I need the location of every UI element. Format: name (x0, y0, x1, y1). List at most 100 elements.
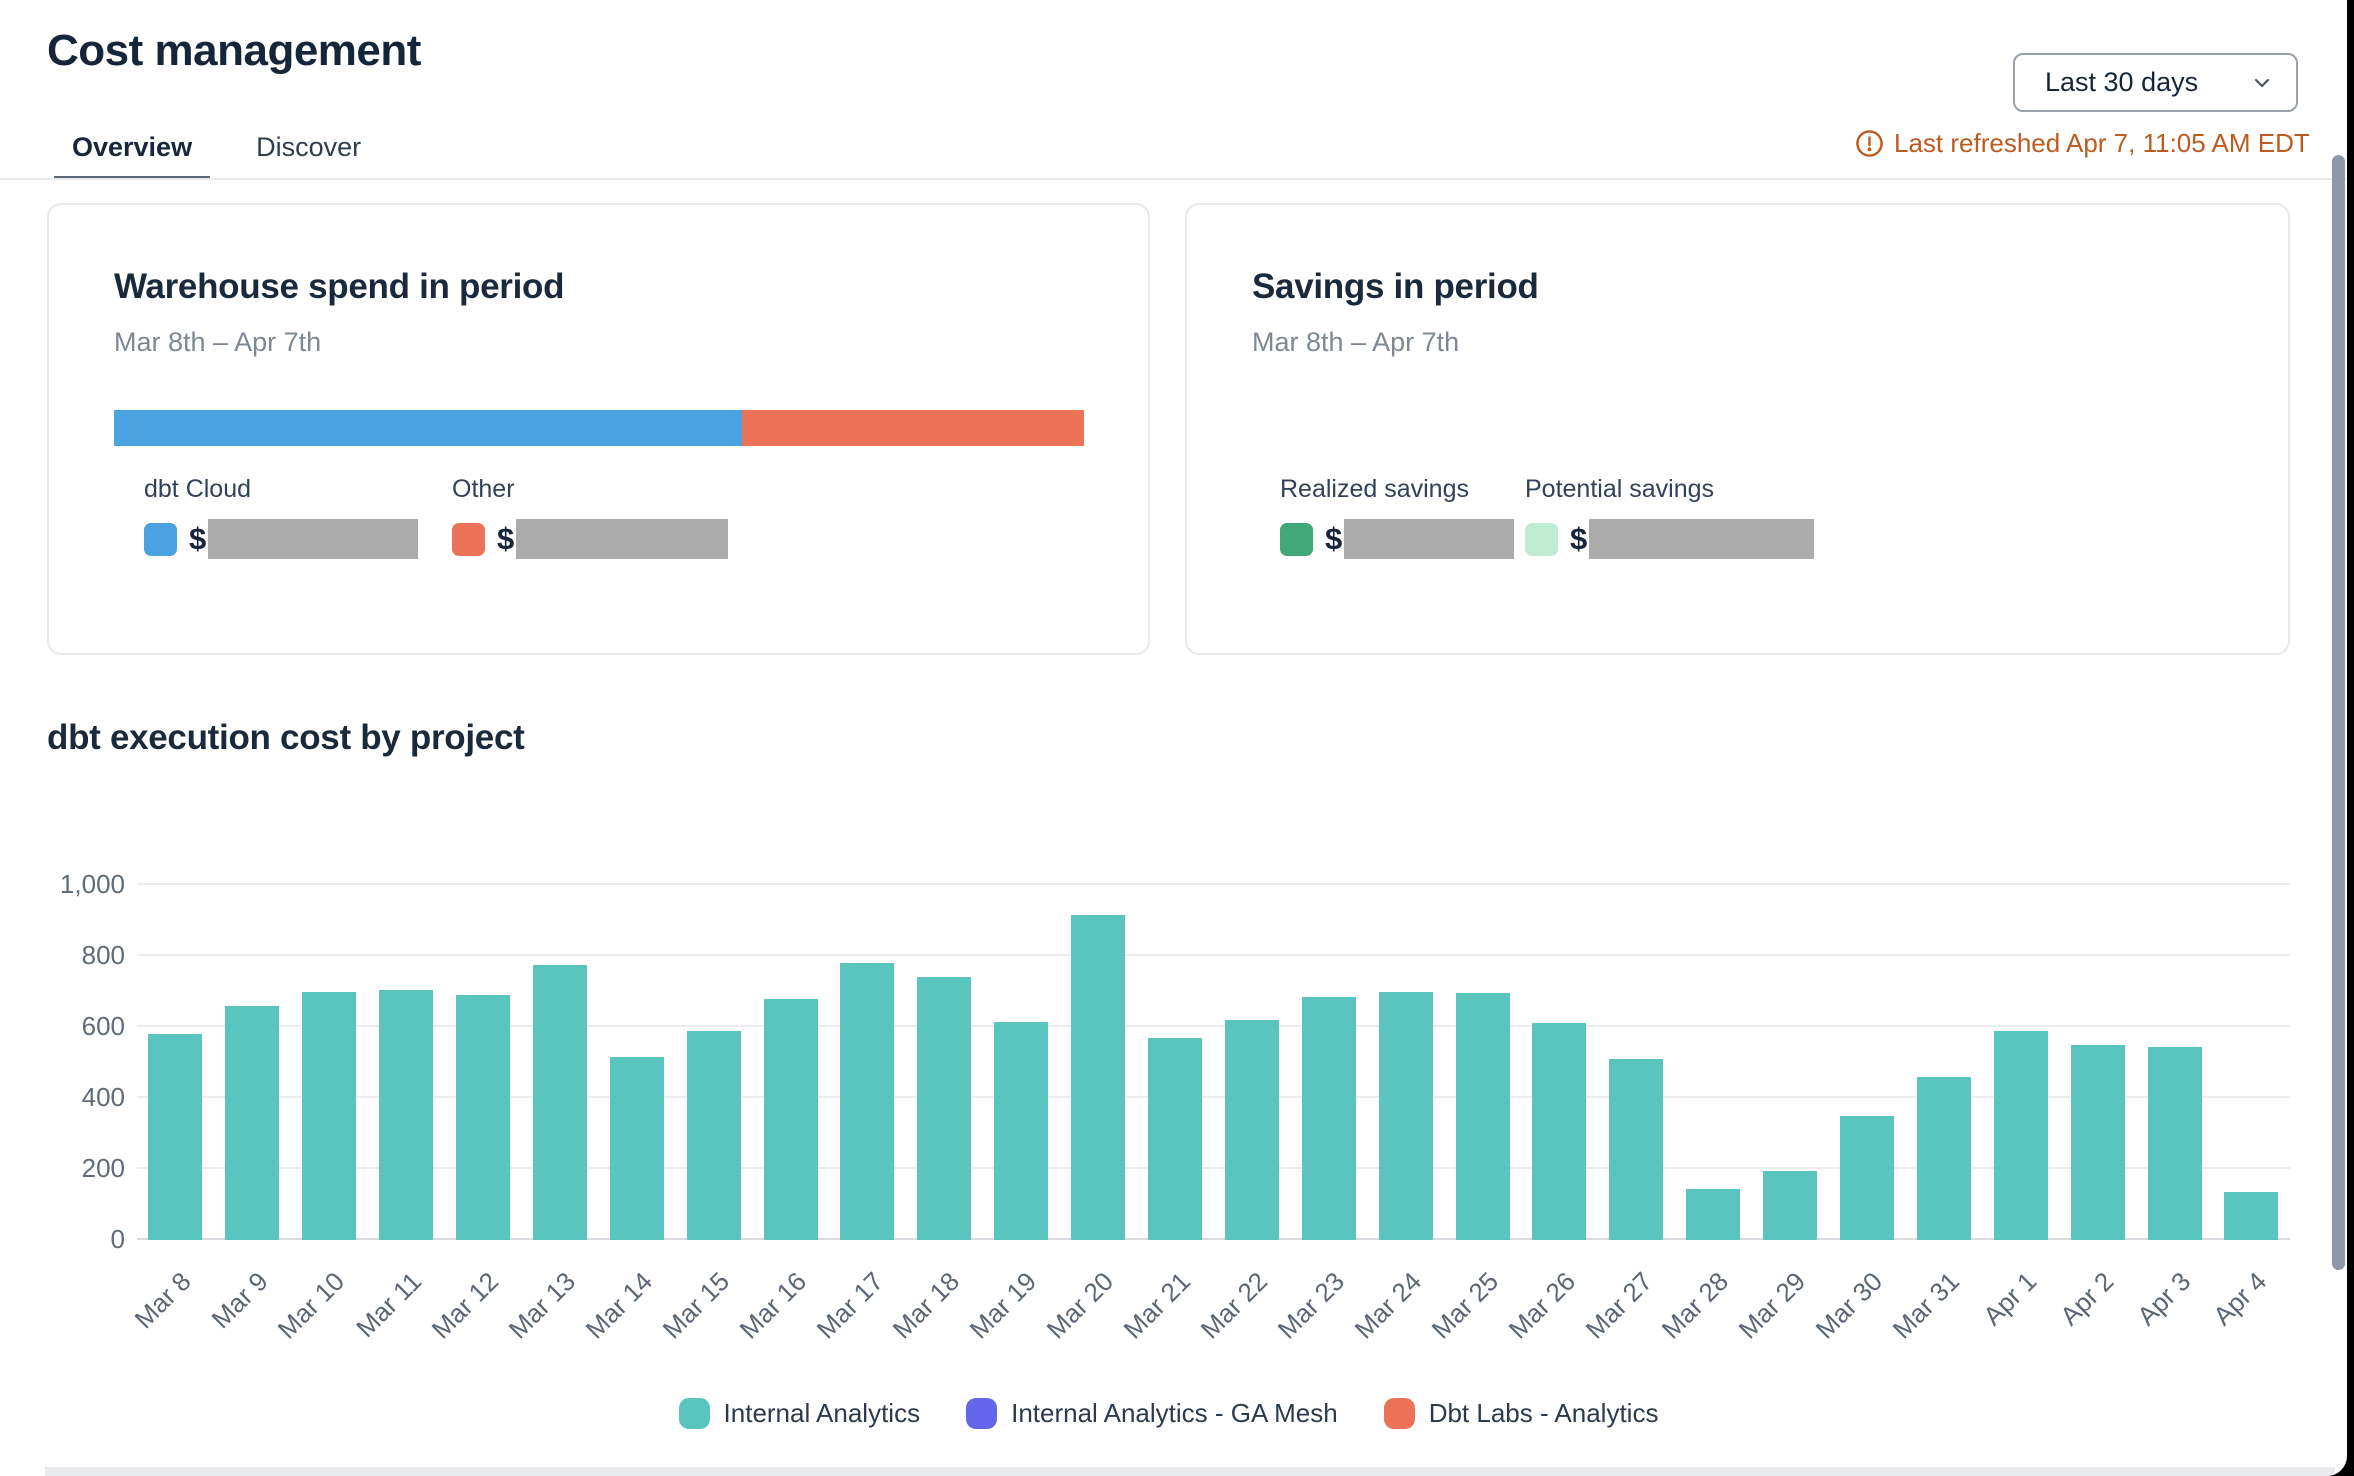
y-tick-label: 600 (81, 1011, 125, 1041)
legend-item[interactable]: Internal Analytics - GA Mesh (966, 1398, 1338, 1429)
gridline-600 (137, 1025, 2290, 1027)
horizontal-scrollbar-track[interactable] (45, 1467, 2335, 1476)
bar-slot-mar-16 (752, 885, 829, 1240)
chart-bar[interactable] (1916, 1076, 1971, 1240)
chart-bar[interactable] (609, 1057, 664, 1240)
legend-label: Other (452, 475, 515, 503)
legend-label: Internal Analytics - GA Mesh (1011, 1398, 1338, 1428)
tab-discover[interactable]: Discover (256, 131, 362, 162)
bar-slot-mar-12 (445, 885, 522, 1240)
bar-segment (1763, 1170, 1818, 1240)
gridline-400 (137, 1096, 2290, 1098)
bar-slot-apr-3 (2136, 885, 2213, 1240)
chart-bar[interactable] (456, 995, 510, 1240)
y-tick-label: 400 (81, 1082, 125, 1112)
bar-slot-mar-21 (1137, 885, 1214, 1240)
x-tick-label: Mar 14 (579, 1266, 659, 1345)
bar-segment (917, 977, 972, 1240)
realized-savings-swatch (1280, 522, 1313, 556)
bar-segment (763, 998, 818, 1240)
chart-bar[interactable] (2070, 1044, 2125, 1240)
redacted-value (516, 519, 729, 559)
chart-bar[interactable] (1224, 1019, 1279, 1240)
chart-bar[interactable] (225, 1005, 280, 1240)
y-tick-label: 1,000 (59, 869, 125, 899)
redacted-value (208, 519, 419, 559)
vertical-scrollbar-thumb[interactable] (2332, 155, 2345, 1270)
chevron-down-icon (2250, 71, 2274, 95)
bar-segment (1148, 1037, 1203, 1240)
chart-bar[interactable] (1840, 1115, 1895, 1240)
y-tick-label: 200 (81, 1153, 125, 1183)
chart-bar[interactable] (2147, 1046, 2202, 1240)
chart-bar[interactable] (1148, 1037, 1203, 1240)
stacked-bar-segment-1 (741, 410, 1084, 446)
bar-slot-mar-17 (829, 885, 906, 1240)
chart-bar[interactable] (1378, 991, 1433, 1240)
bar-slot-mar-29 (1752, 885, 1829, 1240)
chart-bar[interactable] (1301, 996, 1356, 1240)
execution-cost-chart: 0 200 400 600 800 1,000 Mar 8 Mar 9 Mar 10 Mar 1… (47, 860, 2290, 1460)
bar-slot-apr-1 (1982, 885, 2059, 1240)
tab-overview[interactable]: Overview (54, 118, 211, 180)
redacted-value (1344, 519, 1515, 559)
legend-label: Potential savings (1525, 475, 1715, 503)
warehouse-spend-stacked-bar (114, 410, 1084, 446)
chart-bar[interactable] (1763, 1170, 1818, 1240)
x-axis-labels: Mar 8 Mar 9 Mar 10 Mar 11 Mar 12 Mar 13 Mar 14… (128, 1252, 2290, 1382)
stacked-bar-segment-0 (114, 410, 742, 446)
x-tick-label: Mar 28 (1656, 1266, 1735, 1345)
bar-slot-mar-13 (521, 885, 598, 1240)
bar-slot-mar-28 (1675, 885, 1752, 1240)
currency-symbol: $ (1325, 521, 1343, 556)
chart-bar[interactable] (686, 1030, 741, 1240)
chart-bar[interactable] (532, 964, 587, 1240)
chart-bar[interactable] (1686, 1188, 1741, 1240)
bar-segment (2147, 1046, 2202, 1240)
chart-bar[interactable] (302, 991, 357, 1240)
chart-bar[interactable] (1609, 1058, 1664, 1240)
legend-label: Dbt Labs - Analytics (1428, 1398, 1659, 1428)
chart-bar[interactable] (148, 1034, 203, 1240)
chart-bar[interactable] (2224, 1192, 2279, 1240)
alert-circle-icon (1855, 129, 1884, 158)
chart-bar[interactable] (1071, 915, 1126, 1240)
savings-card: Savings in period Mar 8th – Apr 7th Real… (1185, 203, 2290, 655)
chart-bar[interactable] (994, 1021, 1049, 1240)
chart-bar[interactable] (1993, 1030, 2048, 1240)
gridline-800 (137, 954, 2290, 956)
bar-segment (609, 1057, 664, 1240)
legend-item[interactable]: Dbt Labs - Analytics (1383, 1398, 1659, 1429)
x-tick-label: Mar 22 (1194, 1266, 1274, 1345)
legend-item[interactable]: Internal Analytics (678, 1398, 920, 1429)
chart-bar[interactable] (379, 989, 434, 1240)
chart-bar[interactable] (917, 977, 972, 1240)
dbt-cloud-swatch (144, 522, 177, 556)
chart-bar[interactable] (840, 963, 895, 1240)
gridline-0 (137, 1238, 2290, 1240)
date-range-select[interactable]: Last 30 days (2013, 53, 2298, 112)
chart-bar[interactable] (1455, 993, 1510, 1240)
other-swatch (452, 522, 485, 556)
x-tick-label: Mar 16 (733, 1266, 812, 1345)
bar-slot-mar-24 (1367, 885, 1444, 1240)
legend-realized-savings: Realized savings $ (1280, 475, 1515, 559)
chart-bar[interactable] (1532, 1023, 1587, 1240)
x-tick-label: Apr 2 (2053, 1266, 2119, 1332)
chart-bar[interactable] (763, 998, 818, 1240)
last-refreshed-note: Last refreshed Apr 7, 11:05 AM EDT (1855, 128, 2310, 159)
x-tick-label: Mar 13 (502, 1266, 582, 1345)
bar-slot-mar-31 (1905, 885, 1982, 1240)
x-tick-label: Mar 18 (887, 1266, 966, 1345)
bar-slot-mar-14 (598, 885, 675, 1240)
bar-segment (1840, 1115, 1895, 1240)
legend-swatch (1383, 1398, 1415, 1429)
page-title: Cost management (47, 26, 421, 75)
date-range-value: Last 30 days (2045, 67, 2199, 97)
bar-slot-apr-2 (2059, 885, 2136, 1240)
bar-segment (2070, 1044, 2125, 1240)
x-tick-label: Mar 26 (1502, 1266, 1581, 1345)
bar-segment (1916, 1076, 1971, 1240)
x-tick-label: Mar 8 (128, 1266, 197, 1335)
